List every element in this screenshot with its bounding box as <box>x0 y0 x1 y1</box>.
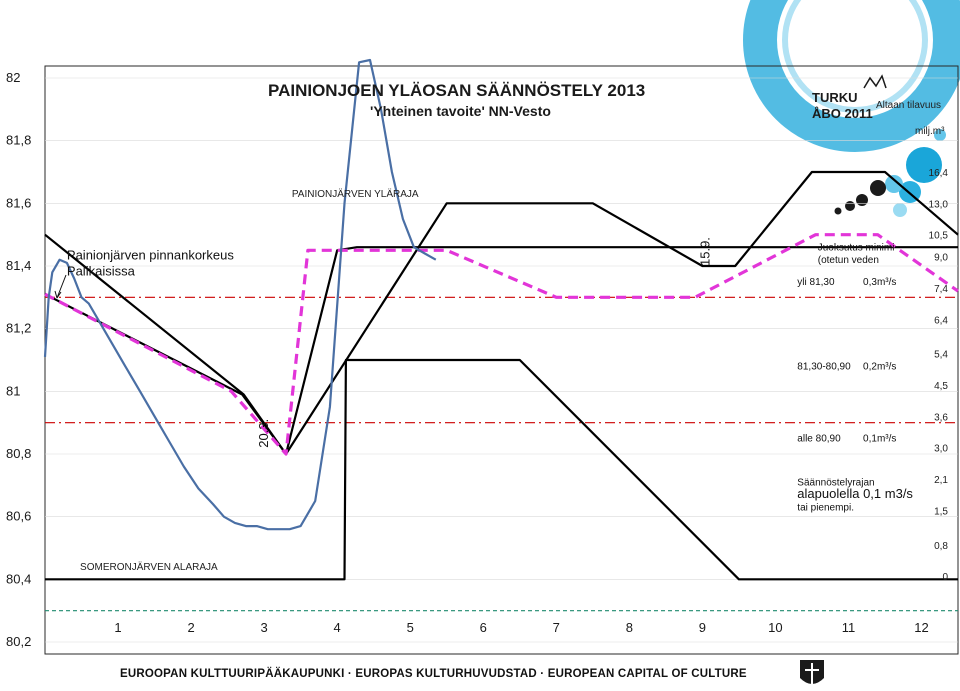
annotation-5: 15.9. <box>698 237 713 266</box>
volume-tick-label-2: 10,5 <box>929 231 949 242</box>
series-line-0 <box>44 170 959 456</box>
y-tick-label-6: 80,8 <box>6 446 31 461</box>
x-tick-label-5: 6 <box>480 620 487 635</box>
annotation-6: Juoksutus minimi <box>818 242 895 253</box>
volume-axis-label: Altaan tilavuus <box>876 100 941 111</box>
volume-tick-label-5: 6,4 <box>934 315 948 326</box>
y-tick-label-5: 81 <box>6 383 20 398</box>
x-tick-label-1: 2 <box>187 620 194 635</box>
y-tick-label-8: 80,4 <box>6 571 31 586</box>
x-tick-label-11: 12 <box>914 620 928 635</box>
volume-tick-label-3: 9,0 <box>934 253 948 264</box>
annotation-7: (otetun veden <box>818 255 879 266</box>
logo-line-1: TURKU <box>812 90 858 105</box>
y-tick-label-0: 82 <box>6 70 20 85</box>
y-tick-label-9: 80,2 <box>6 634 31 649</box>
series-line-2 <box>45 358 958 581</box>
volume-tick-label-1: 13,0 <box>929 199 949 210</box>
x-tick-label-10: 11 <box>842 620 856 635</box>
volume-tick-label-12: 0,8 <box>934 541 948 552</box>
volume-tick-label-13: 0 <box>942 572 948 583</box>
x-tick-label-4: 5 <box>407 620 414 635</box>
annotation-10: 81,30-80,90 <box>797 361 851 372</box>
volume-tick-label-10: 2,1 <box>934 475 948 486</box>
annotation-8: yli 81,30 <box>797 277 835 288</box>
y-tick-label-7: 80,6 <box>6 509 31 524</box>
label-arrow-head <box>54 290 62 299</box>
x-tick-label-7: 8 <box>626 620 633 635</box>
annotation-12: alle 80,90 <box>797 433 841 444</box>
volume-tick-label-7: 4,5 <box>934 381 948 392</box>
series-line-4 <box>43 58 437 531</box>
annotation-16: tai pienempi. <box>797 502 854 513</box>
annotation-3: Palikaisissa <box>67 263 136 278</box>
annotation-1: SOMERONJÄRVEN ALARAJA <box>80 561 218 573</box>
chart-title: PAINIONJOEN YLÄOSAN SÄÄNNÖSTELY 2013 <box>268 81 645 100</box>
turku-logo: TURKU ÅBO 2011 <box>812 74 887 121</box>
x-tick-label-0: 1 <box>114 620 121 635</box>
x-tick-label-3: 4 <box>334 620 341 635</box>
x-tick-label-2: 3 <box>261 620 268 635</box>
label-arrow <box>56 274 67 299</box>
annotation-14: Säännöstelyrajan <box>797 477 874 488</box>
volume-tick-label-6: 5,4 <box>934 350 948 361</box>
annotation-4: 20.3. <box>256 419 271 448</box>
annotation-15: alapuolella 0,1 m3/s <box>797 486 913 501</box>
annotation-13: 0,1m³/s <box>863 433 896 444</box>
volume-tick-label-4: 7,4 <box>934 284 948 295</box>
volume-tick-label-0: 16,4 <box>929 168 949 179</box>
y-tick-label-3: 81,4 <box>6 258 31 273</box>
annotations: PAINIONJÄRVEN YLÄRAJA SOMERONJÄRVEN ALARA… <box>67 188 914 573</box>
y-tick-label-2: 81,6 <box>6 195 31 210</box>
y-tick-label-4: 81,2 <box>6 321 31 336</box>
logo-line-2: ÅBO 2011 <box>812 106 873 121</box>
crown-icon <box>863 74 887 89</box>
x-tick-label-9: 10 <box>768 620 782 635</box>
chart-subtitle: 'Yhteinen tavoite' NN-Vesto <box>370 103 551 119</box>
volume-tick-label-8: 3,6 <box>934 412 948 423</box>
annotation-9: 0,3m³/s <box>863 277 896 288</box>
annotation-0: PAINIONJÄRVEN YLÄRAJA <box>292 188 419 200</box>
y-axis: 82 81,8 81,6 81,4 81,2 81 80,8 80,6 80,4 80,2 <box>6 70 31 649</box>
volume-tick-label-9: 3,0 <box>934 444 948 455</box>
y-tick-label-1: 81,8 <box>6 133 31 148</box>
series-group <box>43 58 959 581</box>
coat-of-arms-icon <box>800 660 824 684</box>
x-axis: 1 2 3 4 5 6 7 8 9 10 11 12 <box>114 620 928 635</box>
volume-tick-label-11: 1,5 <box>934 506 948 517</box>
series-line-3 <box>44 233 959 456</box>
annotation-11: 0,2m³/s <box>863 361 896 372</box>
plot-area <box>44 65 959 655</box>
footer-text: EUROOPAN KULTTUURIPÄÄKAUPUNKI · EUROPAS … <box>120 667 747 680</box>
volume-axis: 16,4 13,0 10,5 9,0 7,4 6,4 5,4 4,5 3,6 3,0 2,1 1,5 0… <box>929 168 949 583</box>
annotation-2: Painionjärven pinnankorkeus <box>67 248 234 263</box>
x-tick-label-8: 9 <box>699 620 706 635</box>
volume-axis-unit: milj.m³ <box>915 126 945 137</box>
x-tick-label-6: 7 <box>553 620 560 635</box>
reference-lines <box>45 296 958 612</box>
